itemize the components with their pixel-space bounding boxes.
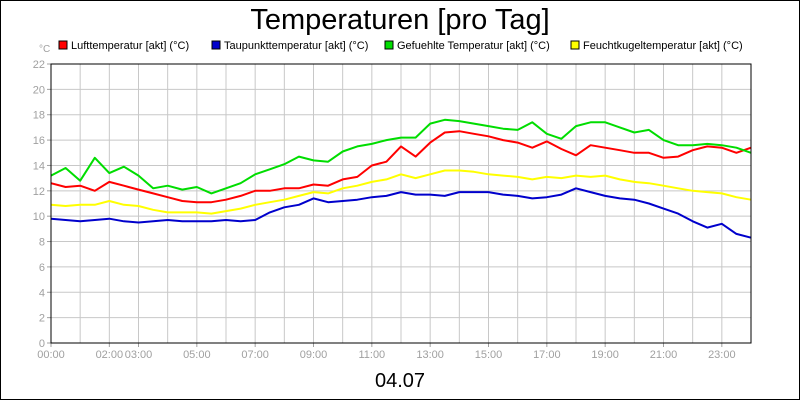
x-tick-label: 13:00 [416, 349, 444, 361]
y-tick-label: 14 [33, 160, 45, 172]
legend-label: Feuchtkugeltemperatur [akt] (°C) [583, 40, 743, 52]
x-tick-label: 03:00 [125, 349, 153, 361]
series-line-3 [50, 118, 752, 195]
plot-border [50, 63, 752, 344]
x-tick-label: 00:00 [37, 349, 65, 361]
legend-label: Taupunkttemperatur [akt] (°C) [224, 40, 368, 52]
y-tick-label: 16 [33, 135, 45, 147]
y-axis-unit: °C [39, 44, 50, 55]
y-tick-label: 0 [39, 338, 45, 350]
chart-title: Temperaturen [pro Tag] [250, 4, 549, 36]
series-line-1 [50, 130, 752, 204]
y-axis: 0 2 4 6 8 10 12 14 16 18 20 22 [33, 59, 51, 350]
x-axis: 00:00 02:00 03:00 05:00 07:00 09:00 11:00 13:00… [37, 343, 736, 361]
x-tick-label: 09:00 [300, 349, 328, 361]
series-lines [50, 118, 752, 239]
y-tick-label: 4 [39, 287, 45, 299]
y-tick-label: 18 [33, 110, 45, 122]
x-tick-label: 21:00 [650, 349, 678, 361]
x-tick-label: 19:00 [591, 349, 619, 361]
legend-swatch [570, 40, 580, 50]
legend-swatch [58, 40, 68, 50]
x-tick-label: 23:00 [708, 349, 736, 361]
y-tick-label: 12 [33, 186, 45, 198]
y-tick-label: 10 [33, 211, 45, 223]
x-tick-label: 02:00 [96, 349, 124, 361]
y-tick-label: 2 [39, 313, 45, 325]
y-tick-label: 8 [39, 237, 45, 249]
x-tick-label: 11:00 [358, 349, 385, 361]
legend-label: Gefuehlte Temperatur [akt] (°C) [397, 40, 550, 52]
x-tick-label: 07:00 [241, 349, 269, 361]
y-tick-label: 6 [39, 262, 45, 274]
x-tick-label: 05:00 [183, 349, 211, 361]
y-tick-label: 20 [33, 84, 45, 96]
grid [50, 63, 752, 344]
legend-swatch [384, 40, 394, 50]
legend-label: Lufttemperatur [akt] (°C) [71, 40, 189, 52]
date-label: 04.07 [375, 370, 425, 392]
series-line-4 [50, 169, 752, 215]
series-line-2 [50, 187, 752, 239]
x-tick-label: 15:00 [475, 349, 503, 361]
legend: Lufttemperatur [akt] (°C) Taupunkttempera… [58, 40, 743, 52]
legend-swatch [211, 40, 221, 50]
x-tick-label: 17:00 [533, 349, 561, 361]
y-tick-label: 22 [33, 59, 45, 71]
